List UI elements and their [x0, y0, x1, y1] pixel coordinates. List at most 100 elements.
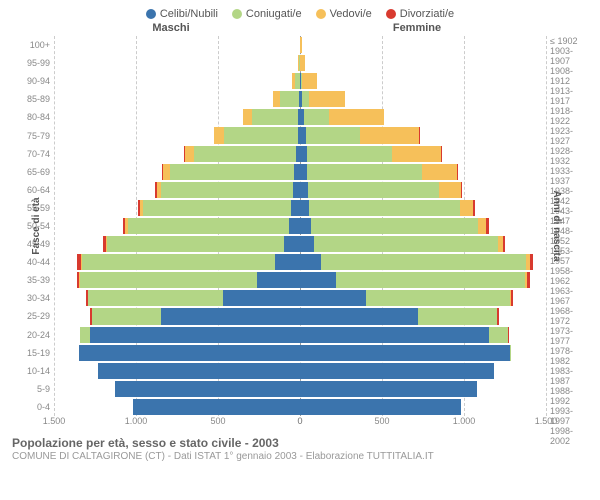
ylabel-age: Fasce di età	[31, 197, 42, 254]
bar-row	[300, 55, 546, 71]
bar-segment-widowed	[460, 200, 473, 216]
bar-segment-single	[300, 200, 309, 216]
legend-swatch	[386, 9, 396, 19]
birth-tick: 1973-1977	[546, 326, 588, 346]
bar-segment-widowed	[360, 127, 419, 143]
bar-segment-divorced	[461, 182, 463, 198]
bar-row	[54, 399, 300, 415]
birth-tick: 1998-2002	[546, 426, 588, 446]
bar-segment-single	[223, 290, 300, 306]
bar-segment-single	[300, 345, 510, 361]
bar-segment-widowed	[422, 164, 456, 180]
females-title: Femmine	[294, 22, 588, 34]
bar-segment-married	[128, 218, 289, 234]
bar-segment-married	[306, 127, 360, 143]
legend-swatch	[316, 9, 326, 19]
bar-row	[300, 182, 546, 198]
age-tick: 60-64	[12, 181, 54, 199]
bar-row	[54, 345, 300, 361]
bar-segment-married	[418, 308, 497, 324]
bar-segment-single	[284, 236, 300, 252]
bar-segment-single	[300, 381, 477, 397]
birth-tick: 1903-1907	[546, 46, 588, 66]
bar-segment-divorced	[486, 218, 488, 234]
bar-segment-single	[293, 182, 300, 198]
bar-row	[300, 254, 546, 270]
bar-segment-widowed	[300, 37, 302, 53]
x-tick: 1.500	[43, 416, 66, 426]
x-tick: 500	[374, 416, 389, 426]
caption-title: Popolazione per età, sesso e stato civil…	[12, 436, 588, 450]
bar-row	[300, 327, 546, 343]
age-tick: 70-74	[12, 145, 54, 163]
legend-label: Celibi/Nubili	[160, 8, 218, 20]
bar-segment-married	[280, 91, 300, 107]
birth-tick: 1918-1922	[546, 106, 588, 126]
bar-row	[54, 290, 300, 306]
bar-row	[300, 91, 546, 107]
bar-segment-divorced	[527, 272, 530, 288]
bar-segment-married	[80, 272, 257, 288]
bar-row	[300, 73, 546, 89]
birth-tick: 1933-1937	[546, 166, 588, 186]
bar-segment-single	[300, 254, 321, 270]
age-tick: 75-79	[12, 126, 54, 144]
bar-row	[300, 37, 546, 53]
bar-segment-married	[321, 254, 526, 270]
bar-row	[300, 308, 546, 324]
age-tick: 40-44	[12, 253, 54, 271]
bar-segment-widowed	[439, 182, 460, 198]
bar-segment-married	[366, 290, 510, 306]
age-tick: 100+	[12, 36, 54, 54]
birth-tick: 1928-1932	[546, 146, 588, 166]
age-tick: 15-19	[12, 344, 54, 362]
bar-row	[300, 272, 546, 288]
bar-row	[54, 308, 300, 324]
bar-row	[300, 363, 546, 379]
bar-segment-married	[82, 254, 276, 270]
legend-item: Celibi/Nubili	[146, 8, 218, 20]
bar-segment-married	[143, 200, 291, 216]
x-tick: 0	[297, 416, 302, 426]
bar-row	[300, 290, 546, 306]
bar-segment-single	[291, 200, 300, 216]
chart-container: Celibi/Nubili Coniugati/e Vedovi/e Divorzia…	[0, 0, 600, 500]
bar-segment-married	[88, 290, 222, 306]
bar-row	[54, 164, 300, 180]
birth-tick: 1908-1912	[546, 66, 588, 86]
bar-segment-single	[300, 399, 461, 415]
birth-tick: 1968-1972	[546, 306, 588, 326]
bar-segment-single	[289, 218, 300, 234]
x-tick: 500	[210, 416, 225, 426]
bar-row	[54, 182, 300, 198]
age-tick: 90-94	[12, 72, 54, 90]
birth-tick: 1983-1987	[546, 366, 588, 386]
bar-segment-single	[98, 363, 300, 379]
bar-segment-single	[300, 272, 336, 288]
bar-row	[54, 127, 300, 143]
birth-tick: 1978-1982	[546, 346, 588, 366]
legend-label: Divorziati/e	[400, 8, 454, 20]
legend-item: Coniugati/e	[232, 8, 302, 20]
bar-segment-single	[300, 236, 314, 252]
bar-segment-divorced	[511, 290, 513, 306]
female-half	[300, 36, 546, 416]
bar-segment-married	[107, 236, 284, 252]
bar-segment-single	[300, 327, 489, 343]
bar-segment-single	[300, 218, 311, 234]
x-tick: 1.000	[453, 416, 476, 426]
bar-segment-single	[300, 182, 308, 198]
legend-item: Vedovi/e	[316, 8, 372, 20]
bar-segment-divorced	[473, 200, 475, 216]
bar-row	[54, 218, 300, 234]
bar-segment-single	[79, 345, 300, 361]
legend-swatch	[232, 9, 242, 19]
bar-segment-married	[314, 236, 498, 252]
bar-segment-single	[300, 290, 366, 306]
xaxis-male: 1.5001.0005000	[54, 416, 300, 430]
bar-row	[54, 73, 300, 89]
bar-segment-single	[115, 381, 300, 397]
bar-row	[300, 200, 546, 216]
bar-segment-widowed	[309, 91, 345, 107]
bar-segment-married	[170, 164, 295, 180]
